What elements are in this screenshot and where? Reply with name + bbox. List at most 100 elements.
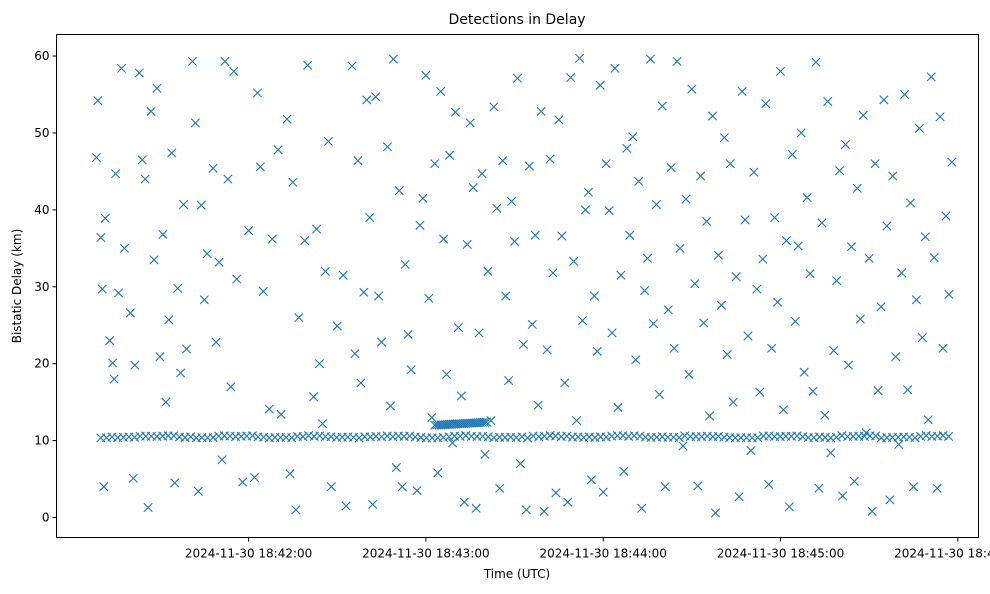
data-point xyxy=(134,68,144,78)
x-tick-label: 2024-11-30 18:42:00 xyxy=(185,547,312,561)
data-point xyxy=(173,283,183,293)
data-point xyxy=(645,54,656,64)
data-point xyxy=(678,441,688,451)
data-point xyxy=(116,63,127,73)
data-point xyxy=(944,431,954,442)
data-point xyxy=(835,166,845,176)
data-point xyxy=(155,352,165,362)
data-point xyxy=(781,236,792,246)
data-point xyxy=(639,286,650,296)
data-point xyxy=(539,506,549,516)
data-point xyxy=(471,503,481,513)
data-point xyxy=(545,154,555,164)
data-point xyxy=(917,332,927,343)
data-point xyxy=(622,143,632,153)
data-point xyxy=(625,230,635,240)
data-point xyxy=(208,432,218,443)
y-tick-label: 0 xyxy=(42,511,50,525)
data-point xyxy=(855,314,865,324)
data-point xyxy=(309,392,319,402)
data-point xyxy=(583,187,594,197)
data-point xyxy=(474,328,484,338)
data-point xyxy=(137,155,147,165)
data-point xyxy=(932,483,942,493)
data-point xyxy=(412,485,422,496)
data-point xyxy=(99,482,109,492)
y-tick-label: 50 xyxy=(34,126,49,140)
data-point xyxy=(371,92,381,102)
data-point xyxy=(143,502,153,513)
data-point xyxy=(802,192,812,203)
data-point xyxy=(167,148,177,158)
data-point xyxy=(793,241,803,251)
data-point xyxy=(243,226,254,236)
data-point xyxy=(651,199,661,210)
data-point xyxy=(255,162,265,172)
data-point xyxy=(226,382,236,392)
data-point xyxy=(947,157,957,167)
data-point xyxy=(799,367,809,377)
data-point xyxy=(400,259,410,270)
data-point xyxy=(598,487,608,497)
data-point xyxy=(805,269,815,279)
data-point xyxy=(465,118,475,128)
data-point xyxy=(97,284,107,294)
data-point xyxy=(501,291,511,301)
data-point xyxy=(752,284,762,294)
data-point xyxy=(418,193,428,203)
data-point xyxy=(944,289,954,300)
data-point xyxy=(238,477,248,487)
data-point xyxy=(338,270,348,280)
data-point xyxy=(737,86,747,97)
data-point xyxy=(713,250,724,260)
x-tick-label: 2024-11-30 18:46:00 xyxy=(894,547,990,561)
data-point xyxy=(864,253,874,263)
data-point xyxy=(285,469,295,479)
data-point xyxy=(929,252,939,263)
data-point xyxy=(601,432,611,442)
data-point xyxy=(891,352,901,362)
data-point xyxy=(601,159,611,169)
data-point xyxy=(876,302,886,312)
data-point xyxy=(405,431,415,441)
data-point xyxy=(264,404,274,414)
data-point xyxy=(365,212,375,223)
data-point xyxy=(846,242,857,252)
data-point xyxy=(193,486,203,496)
data-point xyxy=(376,337,387,347)
data-point xyxy=(111,169,121,179)
data-point xyxy=(208,163,218,173)
data-point xyxy=(130,360,140,370)
x-axis-label: Time (UTC) xyxy=(483,567,550,581)
data-point xyxy=(477,169,487,179)
data-point xyxy=(826,448,836,458)
data-point xyxy=(722,349,732,360)
data-point xyxy=(772,297,783,307)
data-point xyxy=(572,416,582,426)
data-point xyxy=(311,224,322,234)
data-point xyxy=(635,431,645,441)
data-point xyxy=(920,232,930,242)
data-point xyxy=(495,483,505,493)
data-point xyxy=(119,243,130,253)
data-point xyxy=(453,322,463,333)
data-point xyxy=(512,73,523,83)
data-point xyxy=(669,343,679,353)
data-point xyxy=(879,95,889,105)
data-point xyxy=(169,431,179,441)
data-point xyxy=(792,431,802,441)
data-point xyxy=(320,266,331,276)
data-point xyxy=(542,345,552,355)
data-point xyxy=(753,433,763,443)
data-point xyxy=(657,101,667,111)
data-point xyxy=(294,312,304,323)
data-point xyxy=(914,123,924,133)
data-point xyxy=(288,177,298,187)
data-point xyxy=(731,272,741,282)
data-point xyxy=(202,249,212,259)
data-point xyxy=(96,232,106,243)
data-point xyxy=(394,186,404,196)
data-point xyxy=(170,478,180,488)
data-point xyxy=(354,433,364,443)
data-point xyxy=(764,479,774,490)
